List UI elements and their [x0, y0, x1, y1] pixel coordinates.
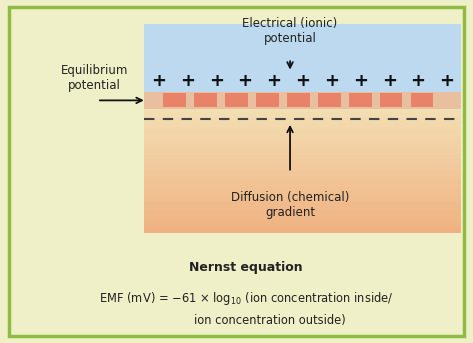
Bar [287, 93, 309, 107]
Bar [144, 168, 461, 171]
Bar [144, 112, 461, 115]
Bar [144, 230, 461, 233]
Bar [144, 211, 461, 215]
Bar [144, 190, 461, 193]
Text: +: + [324, 72, 339, 90]
Text: Equilibrium
potential: Equilibrium potential [61, 64, 128, 92]
Bar [256, 93, 279, 107]
Bar [144, 227, 461, 230]
Bar [144, 165, 461, 168]
Text: +: + [411, 72, 425, 90]
Bar [144, 221, 461, 224]
Bar [349, 93, 371, 107]
Bar [144, 196, 461, 199]
Bar [144, 146, 461, 149]
Text: Nernst equation: Nernst equation [189, 261, 303, 274]
Bar [144, 180, 461, 184]
Bar [144, 199, 461, 202]
Text: +: + [237, 72, 253, 90]
Bar [225, 93, 247, 107]
Bar [144, 134, 461, 137]
Text: Diffusion (chemical)
gradient: Diffusion (chemical) gradient [231, 191, 349, 220]
Bar [144, 171, 461, 174]
Text: +: + [353, 72, 368, 90]
Bar [144, 137, 461, 140]
Bar [194, 93, 217, 107]
Bar [144, 152, 461, 155]
Bar [144, 140, 461, 143]
Text: Electrical (ionic)
potential: Electrical (ionic) potential [243, 16, 338, 45]
Bar [144, 109, 461, 112]
Text: ion concentration outside): ion concentration outside) [194, 314, 345, 327]
Bar [144, 184, 461, 187]
Bar [144, 202, 461, 205]
Bar [144, 155, 461, 158]
Bar [144, 149, 461, 152]
Bar [144, 143, 461, 146]
Bar [144, 118, 461, 121]
Text: +: + [151, 72, 166, 90]
Bar [411, 93, 433, 107]
Bar [163, 93, 185, 107]
Bar [144, 24, 461, 92]
Text: +: + [295, 72, 310, 90]
Bar [144, 131, 461, 134]
Text: +: + [439, 72, 454, 90]
Bar [318, 93, 341, 107]
Text: +: + [382, 72, 397, 90]
Bar [144, 208, 461, 211]
Bar [144, 162, 461, 165]
Bar [144, 187, 461, 190]
Bar [144, 218, 461, 221]
Bar [144, 115, 461, 118]
Bar [144, 92, 461, 109]
Bar [144, 127, 461, 131]
Bar [144, 193, 461, 196]
Text: +: + [266, 72, 281, 90]
Text: +: + [180, 72, 195, 90]
Bar [144, 205, 461, 208]
Bar [144, 215, 461, 218]
Bar [144, 158, 461, 162]
Bar [144, 121, 461, 124]
Text: +: + [209, 72, 224, 90]
Text: EMF (mV) = $-$61 $\times$ log$_{10}$ (ion concentration inside/: EMF (mV) = $-$61 $\times$ log$_{10}$ (io… [99, 290, 393, 307]
Bar [144, 124, 461, 127]
Bar [144, 174, 461, 177]
Bar [144, 177, 461, 180]
Bar [144, 224, 461, 227]
Bar [380, 93, 403, 107]
